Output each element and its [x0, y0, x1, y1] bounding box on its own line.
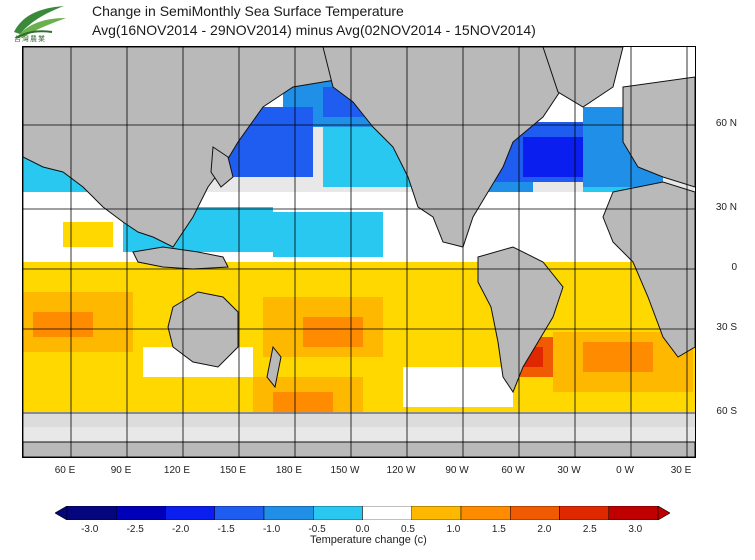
colorbar-tick-label: 2.5	[582, 524, 597, 535]
lat-label-60n: 60 N	[715, 118, 737, 129]
lat-label-equator: 0	[731, 262, 737, 273]
title-line-1: Change in SemiMonthly Sea Surface Temper…	[92, 3, 404, 19]
lon-label-180e: 180 E	[275, 465, 303, 476]
lat-label-30n: 30 N	[715, 202, 737, 213]
colorbar-tick-label: 2.0	[537, 524, 552, 535]
colorbar-segment	[362, 506, 412, 520]
colorbar-tick-label: 1.5	[491, 524, 506, 535]
lon-label-30w: 30 W	[557, 465, 581, 476]
lon-label-0w: 0 W	[616, 465, 634, 476]
colorbar-tick-label: -1.5	[217, 524, 235, 535]
colorbar-tick-label: -0.5	[308, 524, 326, 535]
colorbar-segment	[313, 506, 363, 520]
colorbar-segment	[559, 506, 609, 520]
indonesia-islands	[132, 246, 229, 270]
colorbar-segment	[460, 506, 511, 520]
australia-landmass	[167, 291, 239, 368]
colorbar-title: Temperature change (c)	[310, 534, 427, 546]
colorbar-arrow-left	[55, 506, 68, 520]
colorbar-segment	[411, 506, 462, 520]
north-america-landmass	[322, 47, 584, 248]
lon-label-60e: 60 E	[54, 465, 76, 476]
sst-change-map	[22, 46, 696, 458]
colorbar-tick-label: 0.0	[355, 524, 370, 535]
title-line-2: Avg(16NOV2014 - 29NOV2014) minus Avg(02N…	[92, 22, 536, 38]
lon-label-60w: 60 W	[501, 465, 525, 476]
colorbar-segment	[116, 506, 166, 520]
leaf-logo-icon	[14, 6, 66, 39]
colorbar-tick-label: 0.5	[401, 524, 415, 535]
lon-label-150w: 150 W	[330, 465, 360, 476]
colorbar-tick-label: 1.0	[446, 524, 461, 535]
lon-label-150e: 150 E	[219, 465, 247, 476]
colorbar-tick-label: -2.0	[172, 524, 190, 535]
colorbar-segment	[165, 506, 215, 520]
logo-caption: 台灣農業	[14, 36, 46, 43]
lon-label-120w: 120 W	[386, 465, 416, 476]
chart-title: Change in SemiMonthly Sea Surface Temper…	[92, 2, 536, 40]
colorbar-segment	[214, 506, 265, 520]
colorbar-segment	[510, 506, 560, 520]
lon-label-90w: 90 W	[445, 465, 469, 476]
africa-landmass	[602, 181, 695, 358]
colorbar-segment	[608, 506, 659, 520]
lon-label-30e: 30 E	[670, 465, 692, 476]
colorbar-segment	[66, 506, 117, 520]
map-svg	[23, 47, 695, 457]
japan-landmass	[210, 146, 234, 188]
lat-label-60s: 60 S	[716, 406, 737, 417]
south-america-landmass	[477, 246, 564, 394]
colorbar-tick-label: -3.0	[81, 524, 99, 535]
new-zealand-landmass	[266, 345, 282, 389]
lon-label-90e: 90 E	[110, 465, 132, 476]
lat-label-30s: 30 S	[716, 322, 737, 333]
colorbar-tick-label: -1.0	[262, 524, 281, 535]
land-masses	[23, 47, 695, 457]
lon-label-120e: 120 E	[163, 465, 191, 476]
europe-landmass	[622, 76, 695, 188]
colorbar-segment	[263, 506, 314, 520]
antarctica-landmass	[23, 441, 695, 457]
greenland-landmass	[542, 47, 624, 108]
graticule	[23, 47, 695, 457]
colorbar-tick-label: 3.0	[628, 524, 643, 535]
colorbar	[55, 506, 670, 520]
colorbar-arrow-right	[657, 506, 670, 520]
colorbar-tick-label: -2.5	[126, 524, 144, 535]
